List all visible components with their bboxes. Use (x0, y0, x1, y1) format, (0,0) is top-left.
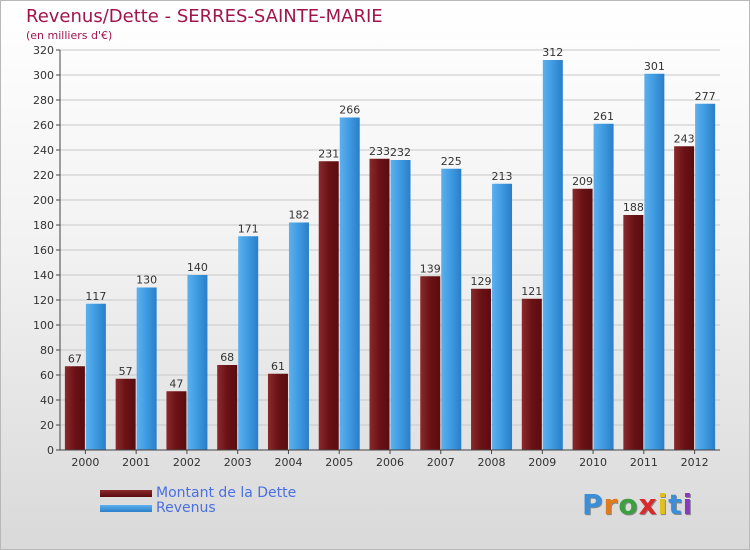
logo-letter: P (582, 488, 604, 521)
data-label-dette-2007: 139 (420, 262, 441, 275)
y-tick-label: 60 (40, 369, 54, 382)
logo-letter: r (603, 488, 619, 521)
bar-dette-2009 (521, 298, 542, 450)
bar-revenus-2007 (441, 168, 462, 450)
x-tick-label-2000: 2000 (71, 456, 99, 469)
y-tick-label: 220 (33, 169, 54, 182)
y-tick-label: 300 (33, 69, 54, 82)
x-tick-label-2004: 2004 (274, 456, 302, 469)
x-tick-label-2008: 2008 (478, 456, 506, 469)
bar-revenus-2005 (339, 117, 360, 450)
bar-dette-2011 (623, 215, 644, 450)
data-label-revenus-2006: 232 (390, 146, 411, 159)
y-tick-label: 200 (33, 194, 54, 207)
x-tick-label-2011: 2011 (630, 456, 658, 469)
data-label-dette-2004: 61 (271, 360, 285, 373)
data-label-dette-2012: 243 (674, 132, 695, 145)
data-label-revenus-2004: 182 (288, 209, 309, 222)
data-label-revenus-2000: 117 (85, 290, 106, 303)
x-tick-label-2012: 2012 (681, 456, 709, 469)
bar-revenus-2008 (492, 183, 513, 450)
data-label-revenus-2012: 277 (695, 90, 716, 103)
data-label-dette-2005: 231 (318, 147, 339, 160)
bar-revenus-2009 (542, 60, 563, 450)
bar-dette-2001 (115, 378, 136, 450)
y-tick-label: 100 (33, 319, 54, 332)
logo-letter: x (638, 488, 658, 521)
bar-dette-2012 (674, 146, 695, 450)
y-tick-label: 20 (40, 419, 54, 432)
bar-revenus-2011 (644, 73, 665, 450)
bar-revenus-2000 (85, 303, 106, 450)
data-label-dette-2006: 233 (369, 145, 390, 158)
bar-revenus-2001 (136, 287, 157, 450)
data-label-dette-2002: 47 (169, 377, 183, 390)
bar-dette-2003 (217, 365, 238, 450)
bar-dette-2004 (267, 373, 288, 450)
x-tick-label-2010: 2010 (579, 456, 607, 469)
logo-letter: o (618, 488, 639, 521)
bar-revenus-2004 (288, 222, 309, 450)
data-label-dette-2011: 188 (623, 201, 644, 214)
data-label-revenus-2007: 225 (441, 155, 462, 168)
legend-swatch-debt (100, 490, 152, 497)
x-tick-label-2002: 2002 (173, 456, 201, 469)
data-label-dette-2010: 209 (572, 175, 593, 188)
bar-dette-2005 (318, 161, 339, 450)
x-tick-label-2001: 2001 (122, 456, 150, 469)
logo-letter: i (682, 488, 694, 521)
proxiti-logo: Proxiti (582, 488, 693, 521)
bar-revenus-2002 (187, 275, 208, 450)
legend-label-revenus: Revenus (156, 500, 216, 516)
y-tick-label: 0 (47, 444, 54, 457)
data-label-revenus-2008: 213 (492, 170, 513, 183)
data-label-dette-2000: 67 (68, 352, 82, 365)
bar-revenus-2010 (593, 123, 614, 450)
y-tick-label: 40 (40, 394, 54, 407)
data-label-revenus-2005: 266 (339, 104, 360, 117)
y-tick-label: 260 (33, 119, 54, 132)
data-label-revenus-2010: 261 (593, 110, 614, 123)
data-label-revenus-2003: 171 (238, 222, 259, 235)
chart-subtitle: (en milliers d'€) (26, 29, 113, 42)
data-label-revenus-2002: 140 (187, 261, 208, 274)
bar-dette-2008 (471, 288, 492, 450)
y-tick-label: 280 (33, 94, 54, 107)
legend-swatch-revenus (100, 505, 152, 512)
bar-revenus-2003 (238, 236, 259, 450)
y-tick-label: 140 (33, 269, 54, 282)
bar-dette-2006 (369, 158, 390, 450)
data-label-dette-2009: 121 (521, 285, 542, 298)
y-tick-label: 240 (33, 144, 54, 157)
bar-revenus-2006 (390, 160, 411, 450)
bar-dette-2010 (572, 188, 593, 450)
x-tick-label-2009: 2009 (528, 456, 556, 469)
y-tick-label: 120 (33, 294, 54, 307)
data-label-dette-2001: 57 (119, 365, 133, 378)
bar-revenus-2012 (695, 103, 716, 450)
y-tick-label: 160 (33, 244, 54, 257)
bar-dette-2007 (420, 276, 441, 450)
x-tick-label-2006: 2006 (376, 456, 404, 469)
legend-label-debt: Montant de la Dette (156, 485, 297, 501)
bar-dette-2000 (64, 366, 85, 450)
data-label-revenus-2011: 301 (644, 60, 665, 73)
x-tick-label-2003: 2003 (224, 456, 252, 469)
y-tick-label: 320 (33, 44, 54, 57)
y-tick-label: 80 (40, 344, 54, 357)
logo-letter: i (657, 488, 669, 521)
x-tick-label-2005: 2005 (325, 456, 353, 469)
bar-dette-2002 (166, 391, 187, 450)
data-label-dette-2008: 129 (471, 275, 492, 288)
data-label-revenus-2009: 312 (542, 46, 563, 59)
chart-title: Revenus/Dette - SERRES-SAINTE-MARIE (26, 6, 383, 27)
x-tick-label-2007: 2007 (427, 456, 455, 469)
logo-letter: t (668, 488, 683, 521)
data-label-dette-2003: 68 (220, 351, 234, 364)
data-label-revenus-2001: 130 (136, 274, 157, 287)
y-tick-label: 180 (33, 219, 54, 232)
